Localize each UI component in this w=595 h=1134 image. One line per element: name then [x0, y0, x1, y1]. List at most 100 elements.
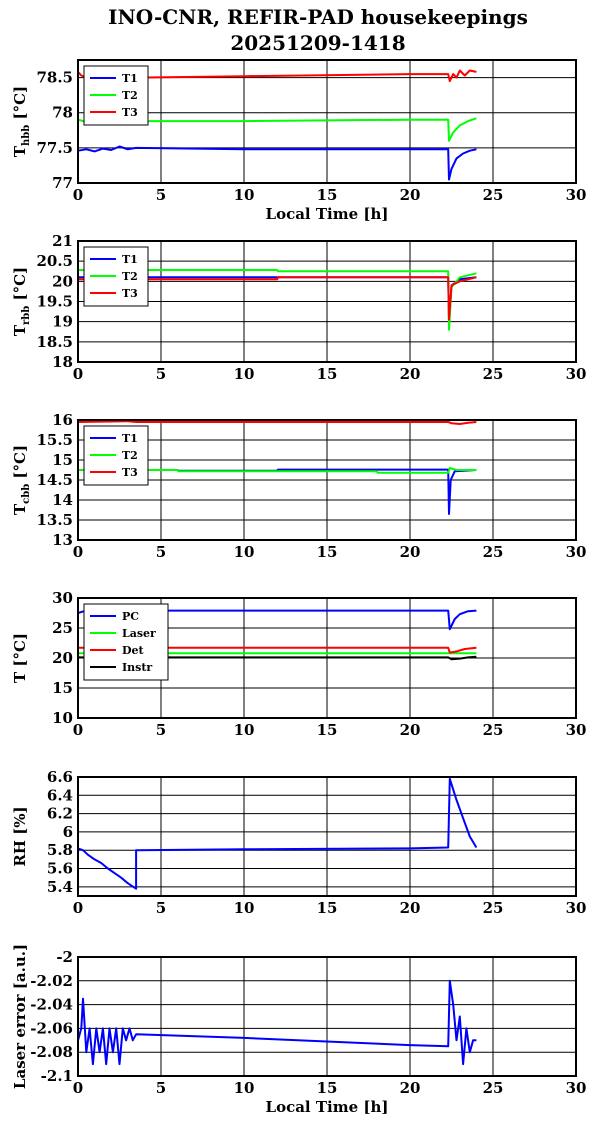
y-tick-label: 30: [52, 589, 73, 607]
x-tick-label: 25: [483, 186, 504, 204]
y-tick-label: 5.8: [47, 841, 73, 859]
x-tick-label: 10: [234, 721, 255, 739]
plot-frame: [77, 59, 577, 184]
y-tick-label: 15: [52, 679, 73, 697]
y-axis-label-main: T: [11, 503, 29, 515]
chart-title-line2: 20251209-1418: [230, 31, 405, 55]
x-tick-label: 10: [234, 543, 255, 561]
y-tick-label: -2.08: [30, 1043, 73, 1061]
y-axis-label: Trbb [°C]: [11, 267, 32, 336]
y-axis-label-main: RH [%]: [11, 806, 29, 866]
y-tick-label: 5.6: [47, 860, 73, 878]
y-tick-label: 6: [63, 823, 73, 841]
legend-label: T1: [122, 72, 138, 85]
y-tick-label: 25: [52, 619, 73, 637]
x-tick-label: 10: [234, 1079, 255, 1097]
x-tick-label: 15: [317, 543, 338, 561]
y-axis-label: Thbb [°C]: [11, 86, 32, 157]
y-tick-label: 78.5: [36, 69, 73, 87]
y-tick-label: 10: [52, 709, 73, 727]
chart-panel-4: 10 15 20 25 30 0 5 10 15 20 25 30 T [°C] PC Laser Det In…: [11, 589, 586, 739]
y-tick-label: 14.5: [36, 471, 73, 489]
legend-label: T1: [122, 432, 138, 445]
x-tick-label: 30: [566, 721, 587, 739]
x-tick-label: 30: [566, 543, 587, 561]
y-axis-label-main: T [°C]: [11, 633, 29, 683]
x-axis-label: Local Time [h]: [266, 205, 389, 223]
x-tick-label: 0: [73, 899, 83, 917]
x-tick-label: 25: [483, 543, 504, 561]
y-axis-label-subscript: hbb: [21, 125, 32, 146]
x-tick-label: 30: [566, 365, 587, 383]
y-tick-label: -2.04: [30, 996, 73, 1014]
y-tick-label: 19: [52, 313, 73, 331]
plot-frame: [77, 419, 577, 541]
series-line-1: [77, 979, 477, 1066]
x-tick-label: 0: [73, 365, 83, 383]
chart-title-line1: INO-CNR, REFIR-PAD housekeepings: [108, 5, 528, 29]
y-tick-label: 18: [52, 353, 73, 371]
x-tick-label: 30: [566, 186, 587, 204]
y-tick-label: 21: [52, 232, 73, 250]
x-tick-label: 20: [400, 899, 421, 917]
series-line-2: [78, 269, 477, 331]
legend-label: Instr: [122, 661, 152, 674]
series-line-1: [77, 777, 478, 890]
y-tick-label: 77: [52, 174, 73, 192]
y-axis-label-main: Laser error [a.u.]: [11, 944, 29, 1089]
legend-label: T3: [122, 106, 138, 119]
y-tick-label: 14: [52, 491, 73, 509]
x-tick-label: 15: [317, 365, 338, 383]
legend-label: T2: [122, 89, 138, 102]
y-axis-label-unit: [°C]: [11, 445, 29, 484]
x-tick-label: 5: [156, 365, 166, 383]
series-line-3: [78, 276, 477, 321]
y-axis-label-subscript: rbb: [21, 306, 32, 325]
legend-label: T3: [122, 287, 138, 300]
x-tick-label: 0: [73, 186, 83, 204]
y-tick-label: -2.06: [30, 1019, 73, 1037]
x-tick-label: 30: [566, 1079, 587, 1097]
y-tick-label: 6.4: [47, 786, 73, 804]
legend-label: T2: [122, 270, 138, 283]
x-tick-label: 0: [73, 721, 83, 739]
y-tick-label: 19.5: [36, 293, 73, 311]
y-axis-label-main: T: [11, 324, 29, 336]
y-tick-label: 6.2: [47, 805, 73, 823]
x-tick-label: 15: [317, 1079, 338, 1097]
y-axis-label: T [°C]: [11, 633, 29, 683]
x-tick-label: 10: [234, 899, 255, 917]
y-axis-label-unit: [°C]: [11, 267, 29, 306]
x-tick-label: 15: [317, 186, 338, 204]
x-tick-label: 15: [317, 899, 338, 917]
chart-panel-1: 77 77.5 78 78.5 0 5 10 15 20 25 30 Local Time [h] Th…: [11, 59, 587, 223]
legend-label: T2: [122, 449, 138, 462]
y-axis-label: Laser error [a.u.]: [11, 944, 29, 1089]
y-tick-label: 13: [52, 531, 73, 549]
x-tick-label: 10: [234, 186, 255, 204]
y-tick-label: 78: [52, 104, 73, 122]
y-axis-label: RH [%]: [11, 806, 29, 866]
legend-label: PC: [122, 610, 139, 623]
x-tick-label: 20: [400, 1079, 421, 1097]
y-axis-label-unit: [°C]: [11, 86, 29, 125]
x-tick-label: 10: [234, 365, 255, 383]
y-tick-label: -2.02: [30, 972, 73, 990]
plot-frame: [77, 956, 577, 1077]
y-tick-label: 15: [52, 451, 73, 469]
x-tick-label: 5: [156, 721, 166, 739]
x-tick-label: 5: [156, 186, 166, 204]
x-tick-label: 0: [73, 543, 83, 561]
y-tick-label: 13.5: [36, 511, 73, 529]
x-tick-label: 5: [156, 1079, 166, 1097]
y-tick-label: 20: [52, 649, 73, 667]
x-tick-label: 0: [73, 1079, 83, 1097]
y-axis-label-subscript: cbb: [21, 484, 32, 504]
y-tick-label: 18.5: [36, 333, 73, 351]
chart-panel-6: -2.1 -2.08 -2.06 -2.04 -2.02 -2 0 5 10 15 20 25 30 Lo…: [11, 944, 586, 1116]
x-tick-label: 25: [483, 899, 504, 917]
y-tick-label: -2: [56, 948, 73, 966]
x-tick-label: 20: [400, 721, 421, 739]
legend-label: T3: [122, 466, 138, 479]
